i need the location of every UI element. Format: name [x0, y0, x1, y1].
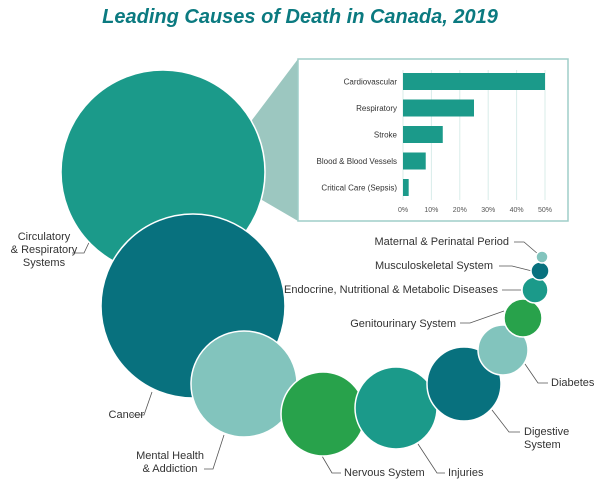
bubble-endocrine-nutritional-and-metabolic-diseases — [521, 276, 549, 304]
bar-label-cardiovascular: Cardiovascular — [344, 78, 398, 87]
bubble-label-line: Endocrine, Nutritional & Metabolic Disea… — [284, 284, 498, 296]
leader-line-mental-health-and-addiction — [204, 434, 225, 470]
bubble-label-line: Systems — [23, 257, 66, 269]
bar-label-stroke: Stroke — [374, 131, 398, 140]
x-tick-label: 40% — [510, 207, 524, 214]
bar-critical-care-sepsis — [403, 179, 409, 196]
x-tick-label: 20% — [453, 207, 467, 214]
x-tick-label: 50% — [538, 207, 552, 214]
bubble-label-injuries: Injuries — [448, 467, 484, 479]
bubble-label-circulatory-and-respiratory-systems: Circulatory & Respiratory Systems — [11, 231, 78, 269]
bar-label-critical-care-sepsis: Critical Care (Sepsis) — [321, 184, 397, 193]
x-tick-label: 10% — [424, 207, 438, 214]
bubble-label-nervous-system: Nervous System — [344, 467, 425, 479]
bubble-label-endocrine-nutritional-and-metabolic-diseases: Endocrine, Nutritional & Metabolic Disea… — [284, 284, 498, 296]
bubble-label-line: & Addiction — [142, 463, 197, 475]
bubble-injuries — [354, 366, 438, 450]
bubble-label-mental-health-and-addiction: Mental Health & Addiction — [136, 450, 204, 475]
leader-line-injuries — [417, 443, 445, 474]
leader-line-musculoskeletal-system — [499, 265, 533, 272]
bubble-label-line: & Respiratory — [11, 244, 78, 256]
bubble-label-line: System — [524, 439, 561, 451]
leader-line-maternal-and-perinatal-period — [514, 241, 539, 255]
bar-label-respiratory: Respiratory — [356, 104, 397, 113]
leader-line-nervous-system — [321, 455, 341, 474]
x-tick-label: 30% — [481, 207, 495, 214]
leader-line-cancer — [131, 391, 153, 416]
bar-stroke — [403, 126, 443, 143]
bubble-label-line: Mental Health — [136, 450, 204, 462]
bubble-label-line: Digestive — [524, 426, 569, 438]
leader-line-digestive-system — [491, 409, 520, 433]
bubble-label-line: Genitourinary System — [350, 318, 456, 330]
bar-label-blood-and-blood-vessels: Blood & Blood Vessels — [317, 157, 398, 166]
leader-line-genitourinary-system — [460, 310, 505, 324]
bubble-label-line: Nervous System — [344, 467, 425, 479]
bubble-maternal-and-perinatal-period — [535, 250, 549, 264]
chart-title: Leading Causes of Death in Canada, 2019 — [102, 6, 498, 28]
bubble-label-line: Maternal & Perinatal Period — [374, 236, 509, 248]
bubble-label-musculoskeletal-system: Musculoskeletal System — [375, 260, 493, 272]
bubble-label-line: Diabetes — [551, 377, 595, 389]
bubble-label-diabetes: Diabetes — [551, 377, 595, 389]
bubble-label-genitourinary-system: Genitourinary System — [350, 318, 456, 330]
bubble-diabetes — [477, 324, 529, 376]
x-tick-label: 0% — [398, 207, 408, 214]
bubble-label-line: Injuries — [448, 467, 484, 479]
bubble-label-line: Circulatory — [18, 231, 71, 243]
bubble-label-digestive-system: Digestive System — [524, 426, 569, 451]
bubble-genitourinary-system — [503, 298, 543, 338]
bar-blood-and-blood-vessels — [403, 152, 426, 170]
bubble-nervous-system — [280, 371, 366, 457]
leader-line-diabetes — [524, 363, 548, 384]
bubble-label-line: Cancer — [109, 409, 145, 421]
bar-respiratory — [403, 99, 474, 117]
bubble-label-cancer: Cancer — [109, 409, 145, 421]
bubble-label-line: Musculoskeletal System — [375, 260, 493, 272]
bar-cardiovascular — [403, 73, 545, 90]
bubble-label-maternal-and-perinatal-period: Maternal & Perinatal Period — [374, 236, 509, 248]
bubble-musculoskeletal-system — [530, 261, 550, 281]
